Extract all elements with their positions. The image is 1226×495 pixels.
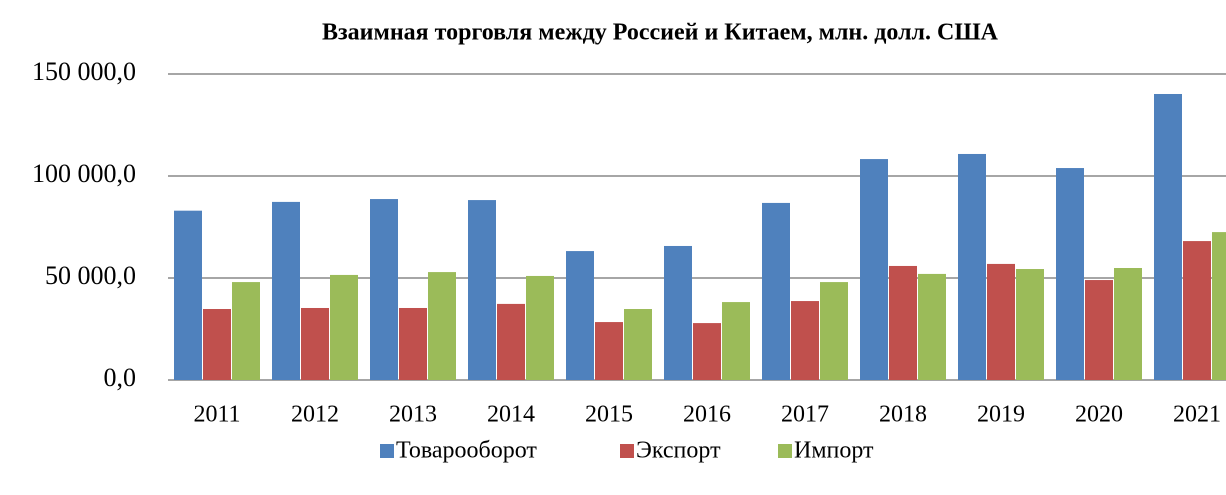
- x-tick-label: 2020: [1075, 402, 1123, 428]
- y-tick-label: 100 000,0: [32, 159, 136, 188]
- x-tick-label: 2015: [585, 402, 633, 428]
- legend-swatch: [380, 444, 394, 458]
- bar: [468, 200, 496, 380]
- x-tick-label: 2013: [389, 402, 437, 428]
- bar: [1056, 168, 1084, 380]
- y-tick-label: 0,0: [104, 363, 137, 392]
- bar: [791, 301, 819, 380]
- bar: [958, 153, 986, 380]
- legend-label: Импорт: [794, 438, 874, 464]
- bar: [174, 210, 202, 380]
- x-tick-label: 2019: [977, 402, 1025, 428]
- bar: [1114, 268, 1142, 380]
- bar: [1183, 241, 1211, 380]
- bar: [664, 245, 692, 380]
- bar: [1016, 269, 1044, 380]
- x-tick-label: 2012: [291, 402, 339, 428]
- bar: [203, 309, 231, 380]
- bar: [566, 251, 594, 380]
- bar: [399, 307, 427, 380]
- bar: [762, 202, 790, 380]
- legend-swatch: [620, 444, 634, 458]
- bar: [987, 263, 1015, 380]
- bar: [595, 322, 623, 380]
- bar: [330, 274, 358, 380]
- x-tick-label: 2018: [879, 402, 927, 428]
- bar: [860, 159, 888, 380]
- bar: [232, 282, 260, 380]
- legend-label: Экспорт: [636, 438, 721, 464]
- bar: [370, 199, 398, 380]
- bar: [1085, 280, 1113, 380]
- bar: [624, 309, 652, 380]
- x-tick-label: 2011: [193, 402, 240, 428]
- bar: [497, 303, 525, 380]
- bar: [918, 273, 946, 380]
- bar: [722, 302, 750, 380]
- bar: [428, 272, 456, 380]
- bar: [889, 265, 917, 380]
- y-tick-label: 50 000,0: [45, 261, 136, 290]
- x-tick-label: 2017: [781, 402, 829, 428]
- bar: [1154, 93, 1182, 380]
- x-tick-label: 2014: [487, 402, 535, 428]
- y-tick-label: 150 000,0: [32, 57, 136, 86]
- bar: [526, 275, 554, 380]
- bar: [301, 307, 329, 380]
- bar: [693, 323, 721, 380]
- bar: [1212, 232, 1226, 380]
- x-tick-label: 2021: [1173, 402, 1221, 428]
- chart-title: Взаимная торговля между Россией и Китаем…: [322, 20, 999, 46]
- legend-swatch: [778, 444, 792, 458]
- bar: [820, 282, 848, 380]
- legend-label: Товарооборот: [396, 438, 537, 464]
- x-tick-label: 2016: [683, 402, 731, 428]
- bar: [272, 201, 300, 380]
